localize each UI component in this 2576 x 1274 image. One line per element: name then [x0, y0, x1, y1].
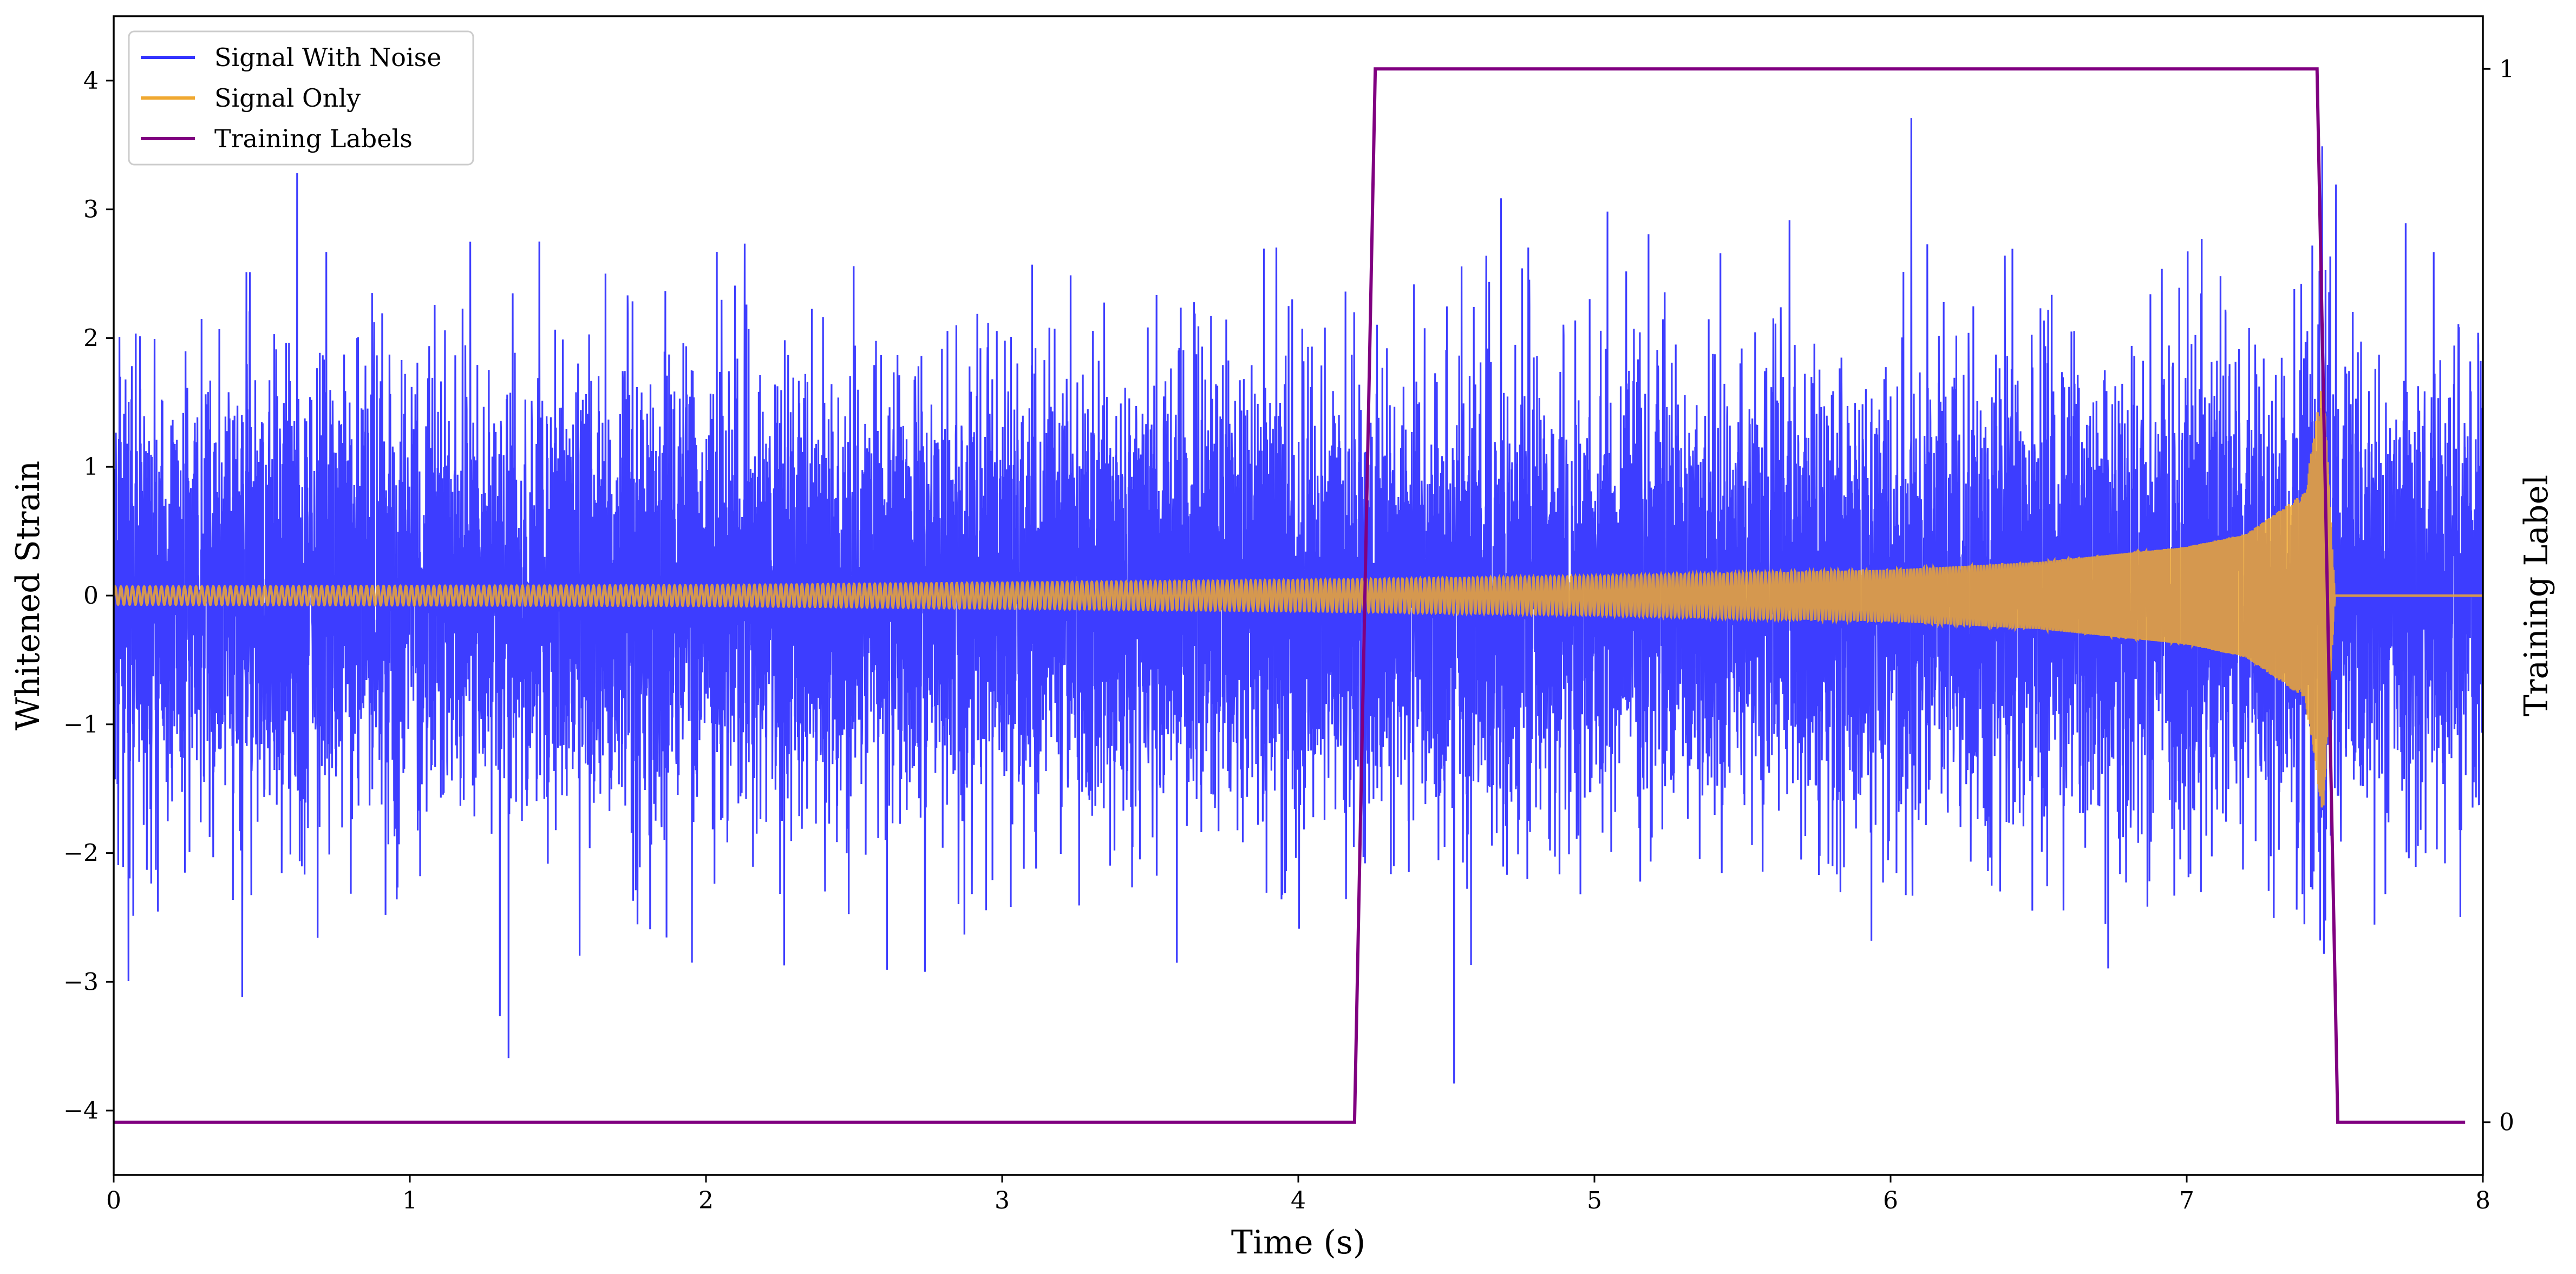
- x-axis-label: Time (s): [1231, 1224, 1365, 1262]
- series-signal-with-noise: [114, 118, 2483, 1084]
- x-tick-label: 8: [2475, 1187, 2490, 1214]
- x-tick-label: 0: [106, 1187, 121, 1214]
- y2-tick-label: 1: [2499, 55, 2514, 83]
- y-tick-label: −2: [63, 840, 99, 867]
- series-signal-only: [114, 382, 2483, 808]
- legend-label: Signal Only: [214, 83, 361, 113]
- x-tick-label: 5: [1587, 1187, 1602, 1214]
- y-tick-label: 1: [83, 453, 99, 481]
- x-tick-label: 4: [1291, 1187, 1306, 1214]
- y-tick-label: 4: [83, 67, 99, 95]
- legend-label: Signal With Noise: [214, 43, 441, 72]
- legend-box: [128, 30, 474, 166]
- legend: Signal With Noise Signal Only Training Lab…: [128, 30, 474, 166]
- series-training-labels: [114, 67, 2466, 1124]
- y-tick-label: 3: [83, 196, 99, 224]
- y2-tick-label: 0: [2499, 1109, 2514, 1136]
- x-tick-label: 2: [698, 1187, 714, 1214]
- axes: 0 1 2 3 4 5 6 7 8 −4 −3 −2 −1 0 1 2 3 4 0 1 Time (s) Whitened…: [9, 15, 2555, 1262]
- y2-axis-label: Training Label: [2518, 475, 2555, 716]
- y-axis-label: Whitened Strain: [9, 461, 47, 730]
- y-tick-label: −3: [63, 968, 99, 996]
- legend-label: Training Labels: [214, 124, 413, 153]
- x-tick-label: 7: [2179, 1187, 2194, 1214]
- y-tick-label: −4: [63, 1097, 99, 1125]
- y-tick-label: 2: [83, 324, 99, 352]
- plot-area: [114, 67, 2483, 1124]
- x-tick-label: 6: [1883, 1187, 1898, 1214]
- x-tick-label: 3: [995, 1187, 1010, 1214]
- y-tick-label: 0: [83, 582, 99, 610]
- plot-series: [114, 67, 2483, 1124]
- y-tick-label: −1: [63, 711, 99, 739]
- x-tick-label: 1: [402, 1187, 417, 1214]
